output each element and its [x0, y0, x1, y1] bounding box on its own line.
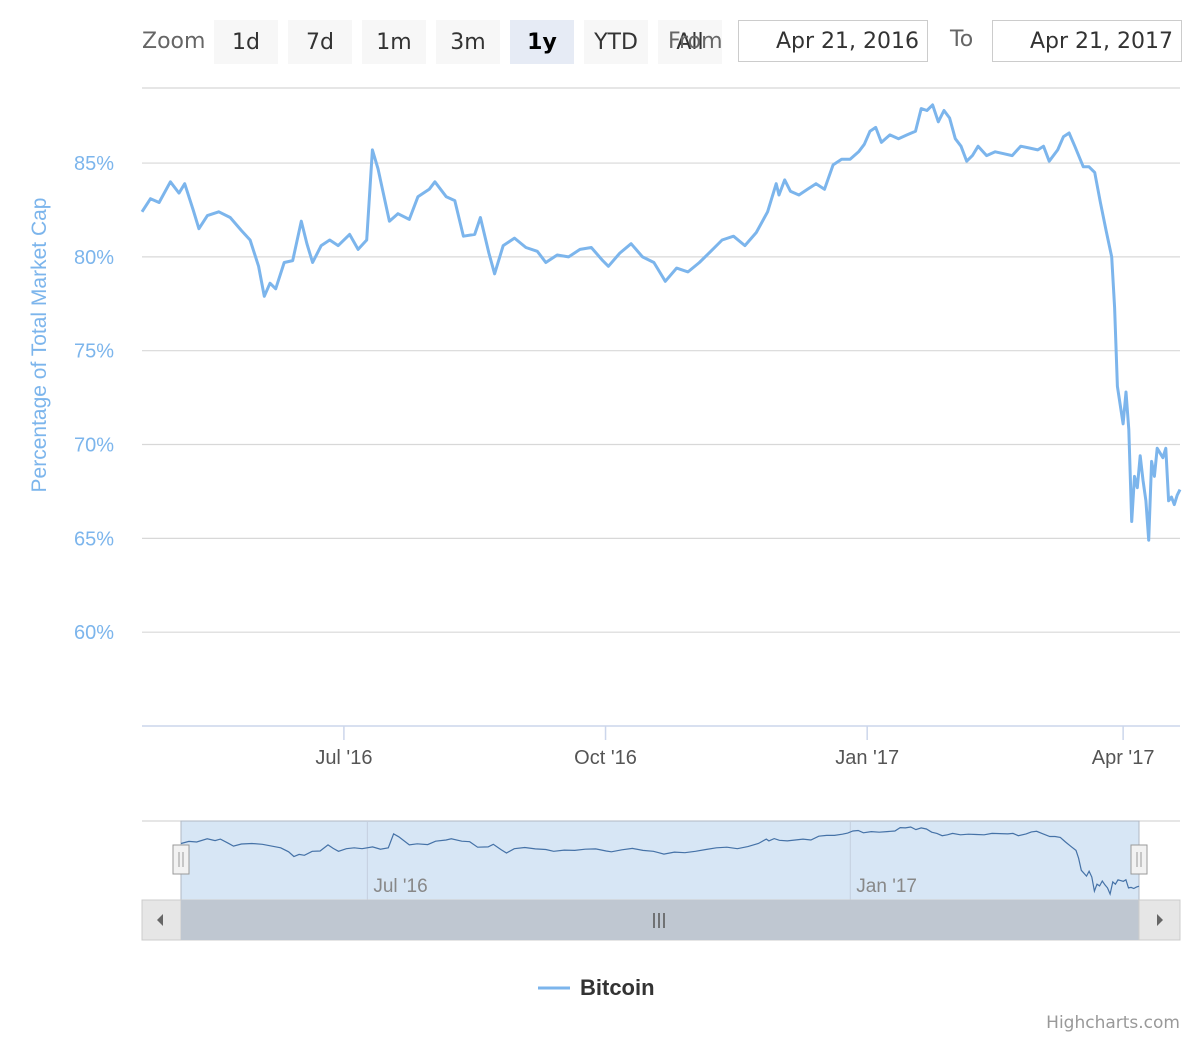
x-axis-ticks: Jul '16 Oct '16 Jan '17 Apr '17	[315, 726, 1154, 769]
zoom-7d-button[interactable]: 7d	[288, 20, 352, 64]
y-axis-labels: 60% 65% 70% 75% 80% 85%	[74, 153, 114, 644]
scrollbar-grip-icon	[653, 913, 665, 928]
y-gridlines	[142, 162, 1180, 633]
to-date-input[interactable]: Apr 21, 2017	[992, 20, 1182, 62]
x-tick-label: Apr '17	[1092, 747, 1155, 769]
zoom-1d-button[interactable]: 1d	[214, 20, 278, 64]
scroll-right-arrow-icon	[1157, 914, 1163, 926]
navigator-tick-label: Jan '17	[856, 876, 917, 897]
scrollbar-thumb[interactable]	[181, 900, 1139, 940]
navigator-mask[interactable]	[180, 820, 1140, 901]
to-label: To	[950, 27, 974, 52]
y-tick-label: 80%	[74, 247, 114, 269]
scroll-left-arrow-icon	[157, 914, 163, 926]
from-date-input[interactable]: Apr 21, 2016	[738, 20, 928, 62]
zoom-ytd-button[interactable]: YTD	[584, 20, 648, 64]
navigator-tick-label: Jul '16	[373, 876, 427, 897]
x-tick-label: Jul '16	[315, 747, 372, 769]
navigator-ticks: Jul '16 Jan '17	[366, 821, 917, 900]
bitcoin-series-line	[140, 103, 1182, 542]
scrollbar-right-button[interactable]	[1138, 899, 1181, 941]
zoom-1m-button[interactable]: 1m	[362, 20, 426, 64]
y-tick-label: 75%	[74, 341, 114, 363]
y-tick-label: 70%	[74, 435, 114, 457]
from-label: From	[668, 29, 723, 54]
legend-item-bitcoin[interactable]: Bitcoin	[538, 975, 655, 1000]
legend-label: Bitcoin	[580, 975, 655, 1000]
zoom-all-button[interactable]: All	[658, 20, 722, 64]
navigator-series-line	[180, 826, 1140, 896]
y-tick-label: 65%	[74, 528, 114, 550]
y-tick-label: 85%	[74, 153, 114, 175]
zoom-1y-button[interactable]: 1y	[510, 20, 574, 64]
x-tick-label: Oct '16	[574, 747, 637, 769]
navigator-left-handle[interactable]	[172, 844, 190, 875]
y-axis-title: Percentage of Total Market Cap	[28, 198, 51, 493]
y-tick-label: 60%	[74, 622, 114, 644]
zoom-label: Zoom	[142, 29, 206, 54]
credits-link[interactable]: Highcharts.com	[1046, 1013, 1180, 1033]
zoom-3m-button[interactable]: 3m	[436, 20, 500, 64]
x-tick-label: Jan '17	[835, 747, 899, 769]
navigator-right-handle[interactable]	[1130, 844, 1148, 875]
